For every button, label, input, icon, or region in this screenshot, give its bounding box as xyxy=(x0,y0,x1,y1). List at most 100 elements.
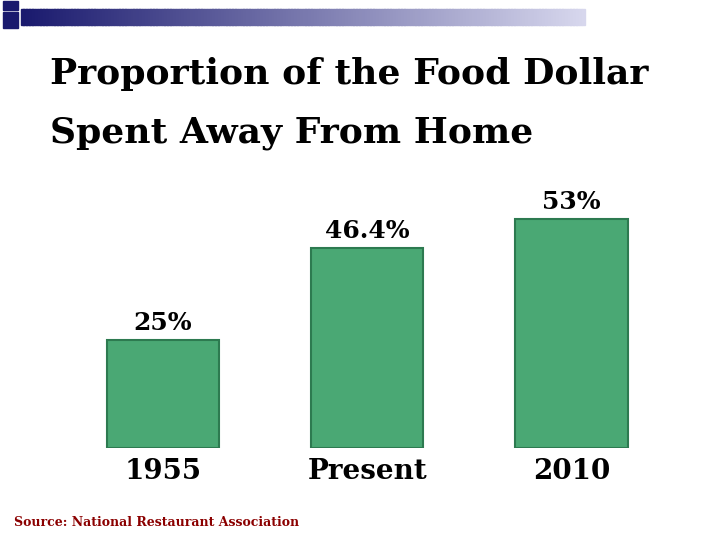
Bar xyxy=(255,9,258,25)
Bar xyxy=(99,9,103,25)
Bar xyxy=(446,9,450,25)
Bar xyxy=(142,9,145,25)
Bar xyxy=(261,9,264,25)
Bar xyxy=(320,9,323,25)
Bar xyxy=(29,9,32,25)
Bar xyxy=(71,9,75,25)
Bar xyxy=(463,9,467,25)
Bar xyxy=(55,9,58,25)
Bar xyxy=(286,9,289,25)
Bar xyxy=(401,9,405,25)
Bar xyxy=(40,9,44,25)
Bar xyxy=(376,9,379,25)
Bar xyxy=(503,9,506,25)
Bar xyxy=(407,9,410,25)
Bar xyxy=(536,9,540,25)
Bar xyxy=(49,9,53,25)
Bar xyxy=(283,9,287,25)
Bar xyxy=(458,9,461,25)
Bar xyxy=(294,9,297,25)
Bar xyxy=(215,9,219,25)
Bar xyxy=(289,9,292,25)
Bar xyxy=(348,9,351,25)
Bar xyxy=(398,9,402,25)
Text: Spent Away From Home: Spent Away From Home xyxy=(50,116,534,150)
Bar xyxy=(528,9,531,25)
Bar xyxy=(249,9,253,25)
Bar xyxy=(24,9,27,25)
Bar xyxy=(345,9,348,25)
Bar xyxy=(517,9,521,25)
Bar xyxy=(387,9,390,25)
Bar xyxy=(514,9,518,25)
Bar xyxy=(212,9,216,25)
Bar xyxy=(559,9,562,25)
Bar xyxy=(89,9,91,25)
Bar xyxy=(227,9,230,25)
Bar xyxy=(469,9,472,25)
Bar xyxy=(173,9,176,25)
Bar xyxy=(390,9,393,25)
Bar xyxy=(477,9,481,25)
Bar xyxy=(207,9,210,25)
Bar xyxy=(21,9,24,25)
Bar xyxy=(351,9,354,25)
Bar xyxy=(444,9,447,25)
Bar xyxy=(229,9,233,25)
Bar xyxy=(63,9,66,25)
Bar xyxy=(438,9,441,25)
Bar xyxy=(370,9,374,25)
Bar xyxy=(91,9,94,25)
Bar xyxy=(108,9,112,25)
Bar xyxy=(218,9,222,25)
Bar xyxy=(472,9,475,25)
Bar xyxy=(554,9,557,25)
Bar xyxy=(474,9,478,25)
Bar xyxy=(238,9,241,25)
Bar xyxy=(432,9,436,25)
Bar xyxy=(94,9,97,25)
Bar xyxy=(531,9,534,25)
Bar xyxy=(413,9,416,25)
Bar xyxy=(333,9,337,25)
Bar xyxy=(427,9,430,25)
Bar xyxy=(495,9,498,25)
Bar xyxy=(384,9,388,25)
Bar xyxy=(520,9,523,25)
Bar xyxy=(461,9,464,25)
Bar xyxy=(292,9,294,25)
Text: Source: National Restaurant Association: Source: National Restaurant Association xyxy=(14,516,300,529)
Bar xyxy=(486,9,489,25)
Bar xyxy=(150,9,154,25)
Bar xyxy=(117,9,120,25)
Bar xyxy=(235,9,238,25)
Bar xyxy=(382,9,385,25)
Bar xyxy=(582,9,585,25)
Bar xyxy=(139,9,143,25)
Bar xyxy=(325,9,328,25)
Text: 53%: 53% xyxy=(542,190,601,214)
Bar xyxy=(311,9,315,25)
Bar xyxy=(190,9,193,25)
Bar xyxy=(204,9,207,25)
Bar xyxy=(539,9,543,25)
Bar xyxy=(37,9,41,25)
Bar xyxy=(480,9,484,25)
Bar xyxy=(489,9,492,25)
Bar xyxy=(364,9,368,25)
Bar xyxy=(111,9,114,25)
Text: Proportion of the Food Dollar: Proportion of the Food Dollar xyxy=(50,57,649,91)
Bar xyxy=(43,9,47,25)
Bar xyxy=(187,9,190,25)
Bar xyxy=(429,9,433,25)
Bar xyxy=(379,9,382,25)
Bar xyxy=(170,9,174,25)
Bar xyxy=(164,9,168,25)
Bar xyxy=(330,9,334,25)
Bar xyxy=(455,9,458,25)
Bar xyxy=(317,9,320,25)
Bar xyxy=(246,9,250,25)
Bar xyxy=(277,9,281,25)
Bar xyxy=(156,9,159,25)
Bar xyxy=(280,9,284,25)
